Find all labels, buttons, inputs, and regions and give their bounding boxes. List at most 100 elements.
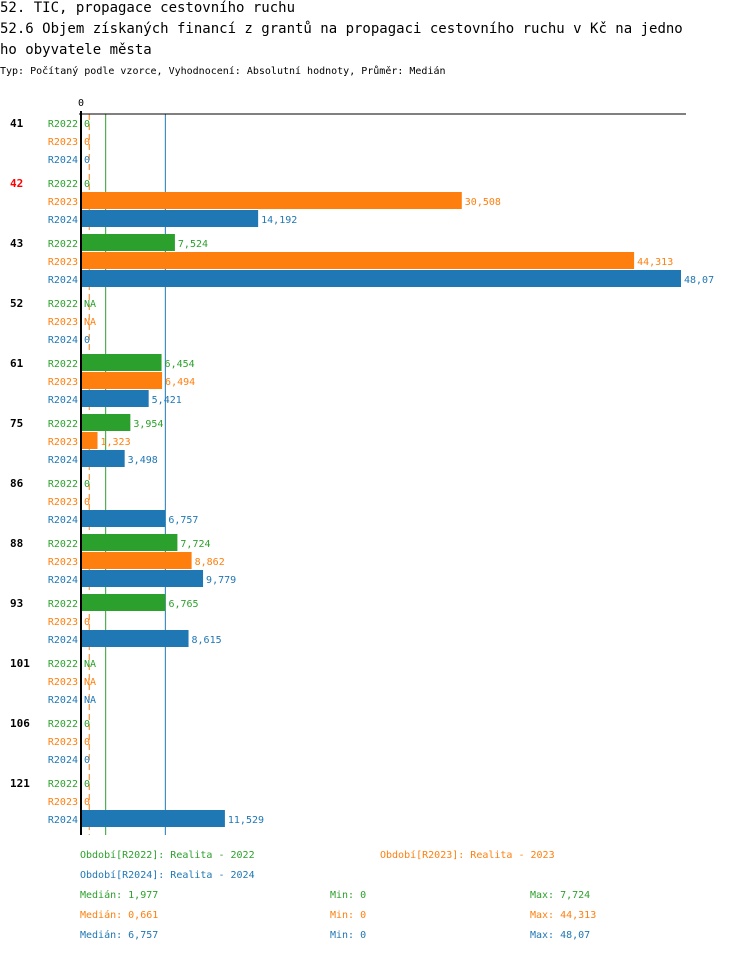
series-label: R2022: [48, 359, 78, 370]
series-label: R2023: [48, 377, 78, 388]
bar-r2023: [81, 192, 462, 209]
data-label: 0: [84, 737, 90, 748]
data-label: 5,421: [152, 395, 182, 406]
series-label: R2023: [48, 797, 78, 808]
series-label: R2023: [48, 617, 78, 628]
data-label: 7,524: [178, 239, 208, 250]
bar-r2023: [81, 252, 635, 269]
series-label: R2022: [48, 539, 78, 550]
data-label: 3,954: [133, 419, 163, 430]
data-label: 1,323: [101, 437, 131, 448]
legend-period-r2022: Období[R2022]: Realita - 2022: [80, 850, 255, 861]
series-label: R2023: [48, 257, 78, 268]
series-label: R2022: [48, 419, 78, 430]
series-label: R2022: [48, 719, 78, 730]
data-label: 0: [84, 755, 90, 766]
data-label: NA: [84, 677, 96, 688]
bar-r2022: [81, 414, 131, 431]
category-label: 41: [10, 117, 24, 130]
bar-r2024: [81, 210, 259, 227]
data-label: 30,508: [465, 197, 501, 208]
series-label: R2023: [48, 737, 78, 748]
series-label: R2024: [48, 455, 78, 466]
series-label: R2023: [48, 317, 78, 328]
data-label: NA: [84, 317, 96, 328]
legend-min-r2023: Min: 0: [330, 910, 367, 921]
legend-median-r2022: Medián: 1,977: [80, 890, 159, 901]
data-label: 3,498: [128, 455, 158, 466]
series-label: R2022: [48, 779, 78, 790]
series-label: R2022: [48, 599, 78, 610]
data-label: 48,07: [684, 275, 714, 286]
bar-r2024: [81, 390, 149, 407]
category-label: 61: [10, 357, 24, 370]
data-label: 9,779: [206, 575, 236, 586]
data-label: 0: [84, 179, 90, 190]
data-label: 6,757: [168, 515, 198, 526]
x-tick-label: 0: [78, 98, 84, 109]
data-label: NA: [84, 659, 96, 670]
series-label: R2022: [48, 299, 78, 310]
category-label: 101: [10, 657, 30, 670]
bar-r2024: [81, 450, 125, 467]
series-label: R2023: [48, 197, 78, 208]
series-label: R2022: [48, 119, 78, 130]
data-label: 0: [84, 479, 90, 490]
data-label: 0: [84, 719, 90, 730]
bar-r2023: [81, 372, 163, 389]
data-label: 0: [84, 779, 90, 790]
series-label: R2023: [48, 437, 78, 448]
chart-subtitle: Typ: Počítaný podle vzorce, Vyhodnocení:…: [0, 66, 446, 77]
series-label: R2024: [48, 335, 78, 346]
series-label: R2024: [48, 635, 78, 646]
data-label: 6,454: [165, 359, 195, 370]
series-label: R2022: [48, 659, 78, 670]
bar-r2024: [81, 570, 204, 587]
bar-r2022: [81, 534, 178, 551]
data-label: 0: [84, 119, 90, 130]
bar-r2022: [81, 234, 175, 251]
series-label: R2024: [48, 215, 78, 226]
data-label: 6,765: [168, 599, 198, 610]
legend-median-r2024: Medián: 6,757: [80, 930, 159, 941]
data-label: 6,494: [165, 377, 195, 388]
bar-r2024: [81, 630, 189, 647]
data-label: 14,192: [261, 215, 297, 226]
data-label: NA: [84, 695, 96, 706]
data-label: 0: [84, 155, 90, 166]
legend-max-r2023: Max: 44,313: [530, 910, 597, 921]
data-label: 0: [84, 797, 90, 808]
category-label: 88: [10, 537, 23, 550]
chart-title-continued: ho obyvatele města: [0, 42, 152, 58]
legend-max-r2022: Max: 7,724: [530, 890, 591, 901]
series-label: R2024: [48, 275, 78, 286]
series-label: R2024: [48, 755, 78, 766]
legend-median-r2023: Medián: 0,661: [80, 910, 159, 921]
category-label: 106: [10, 717, 30, 730]
legend-period-r2024: Období[R2024]: Realita - 2024: [80, 870, 255, 881]
series-label: R2022: [48, 479, 78, 490]
data-label: 0: [84, 137, 90, 148]
series-label: R2024: [48, 155, 78, 166]
series-label: R2023: [48, 557, 78, 568]
data-label: 44,313: [637, 257, 673, 268]
data-label: 0: [84, 617, 90, 628]
legend-period-r2023: Období[R2023]: Realita - 2023: [380, 850, 555, 861]
bar-r2022: [81, 594, 166, 611]
category-label: 86: [10, 477, 24, 490]
bar-r2024: [81, 270, 681, 287]
bar-r2024: [81, 510, 166, 527]
bar-r2023: [81, 432, 98, 449]
series-label: R2024: [48, 395, 78, 406]
series-label: R2022: [48, 179, 78, 190]
category-label: 43: [10, 237, 23, 250]
series-label: R2024: [48, 515, 78, 526]
series-label: R2024: [48, 695, 78, 706]
series-label: R2024: [48, 815, 78, 826]
data-label: NA: [84, 299, 96, 310]
data-label: 11,529: [228, 815, 264, 826]
legend-max-r2024: Max: 48,07: [530, 930, 591, 941]
category-label: 121: [10, 777, 30, 790]
legend-min-r2022: Min: 0: [330, 890, 367, 901]
